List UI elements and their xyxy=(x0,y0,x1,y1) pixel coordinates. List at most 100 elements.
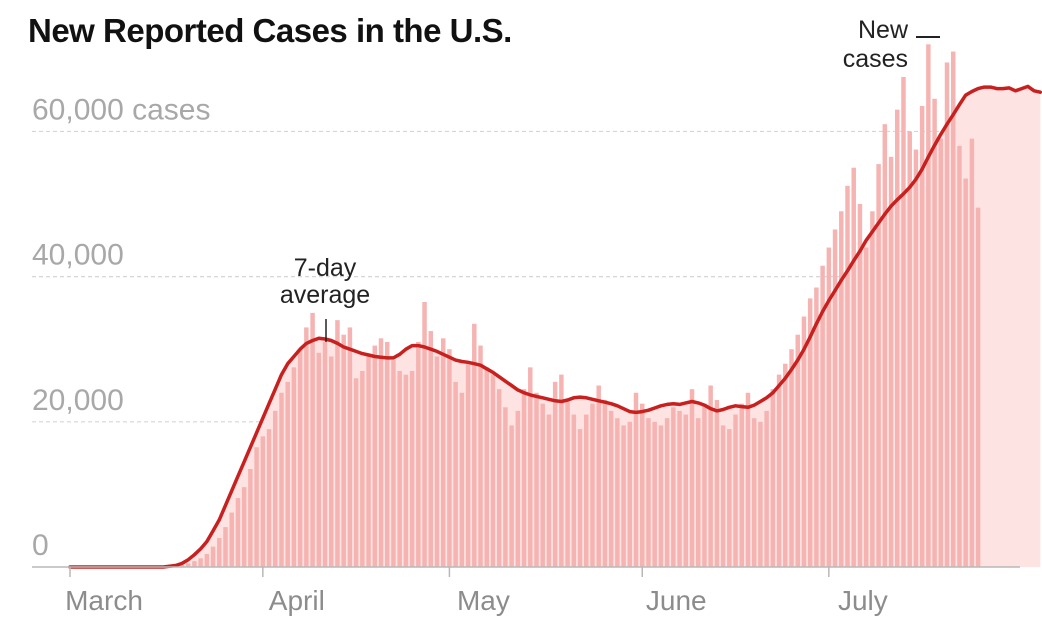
new-cases-bar xyxy=(608,410,614,567)
new-cases-bar xyxy=(496,389,502,567)
new-cases-bar xyxy=(341,334,346,567)
new-cases-bar xyxy=(223,527,228,567)
new-cases-bar xyxy=(465,363,471,567)
new-cases-bar xyxy=(919,106,925,567)
chart-title: New Reported Cases in the U.S. xyxy=(28,12,512,49)
new-cases-bar xyxy=(820,265,825,567)
new-cases-bar xyxy=(571,414,577,567)
new-cases-bar xyxy=(963,178,968,568)
new-cases-bar xyxy=(179,564,185,567)
new-cases-bar xyxy=(969,138,975,567)
new-cases-annotation-line1: New xyxy=(858,16,909,44)
new-cases-bar xyxy=(217,537,222,567)
new-cases-bar xyxy=(851,167,856,567)
new-cases-bar xyxy=(273,410,278,567)
new-cases-bar xyxy=(695,418,701,567)
new-cases-bar xyxy=(926,44,931,567)
new-cases-bar xyxy=(490,374,496,567)
new-cases-bar xyxy=(621,425,626,567)
new-cases-bar xyxy=(248,468,253,567)
new-cases-bar xyxy=(546,414,552,567)
new-cases-bar xyxy=(795,334,800,567)
new-cases-bar xyxy=(901,76,906,567)
new-cases-bar xyxy=(975,207,981,567)
new-cases-bar xyxy=(534,392,539,567)
new-cases-bar xyxy=(453,381,458,567)
new-cases-bar xyxy=(957,145,962,567)
new-cases-bar xyxy=(714,400,720,567)
y-axis-ticks: 0 20,000 40,000 60,000 cases xyxy=(32,93,210,562)
new-cases-bar xyxy=(596,385,601,567)
seven-day-average-line xyxy=(68,84,1042,569)
new-cases-bar xyxy=(353,378,359,567)
new-cases-bar xyxy=(434,356,440,567)
new-cases-bar xyxy=(839,211,844,568)
new-cases-bar xyxy=(708,385,713,567)
new-cases-bar xyxy=(857,204,863,567)
new-cases-bar xyxy=(378,338,384,567)
new-cases-bar xyxy=(397,370,402,567)
new-cases-bar xyxy=(577,429,583,567)
x-axis-ticks: March April May June July xyxy=(65,567,888,616)
new-cases-bar xyxy=(758,421,763,567)
new-cases-bar xyxy=(783,363,788,567)
new-cases-bar xyxy=(297,349,303,567)
new-cases-bar xyxy=(814,287,819,567)
y-tick-label: 40,000 xyxy=(32,239,124,272)
new-cases-bar xyxy=(291,367,297,567)
new-cases-bar xyxy=(863,247,869,568)
avg-annotation-line2: average xyxy=(280,281,370,309)
new-cases-bar xyxy=(260,436,266,567)
new-cases-bar xyxy=(521,389,527,567)
new-cases-bar xyxy=(764,410,769,567)
new-cases-bar xyxy=(671,407,676,567)
new-cases-bar xyxy=(789,349,794,567)
new-cases-annotation-line2: cases xyxy=(843,45,908,73)
new-cases-bars xyxy=(70,44,1041,568)
new-cases-bar xyxy=(241,487,247,567)
new-cases-bar xyxy=(503,407,508,567)
y-tick-label: 0 xyxy=(32,529,49,562)
x-tick-label: July xyxy=(838,585,888,616)
new-cases-bar xyxy=(590,403,595,567)
new-cases-bar xyxy=(776,374,782,567)
new-cases-bar xyxy=(944,62,950,567)
new-cases-bar xyxy=(447,349,452,567)
new-cases-bar xyxy=(633,392,639,567)
new-cases-bar xyxy=(640,403,645,567)
new-cases-bar xyxy=(204,553,210,567)
new-cases-bar xyxy=(384,341,390,567)
x-tick-label: May xyxy=(457,585,510,616)
new-cases-bar xyxy=(745,392,751,567)
new-cases-bar xyxy=(845,185,850,567)
new-cases-bar xyxy=(235,498,241,567)
new-cases-bar xyxy=(876,164,881,567)
new-cases-bar xyxy=(683,414,689,567)
new-cases-bar xyxy=(403,374,409,567)
new-cases-bar xyxy=(826,247,832,568)
new-cases-bar xyxy=(895,109,900,568)
new-cases-bar xyxy=(801,316,807,567)
new-cases-bar xyxy=(664,418,670,567)
new-cases-bar xyxy=(440,338,446,567)
new-cases-bar xyxy=(316,352,322,567)
new-cases-bar xyxy=(832,229,838,568)
new-cases-bar xyxy=(366,356,371,567)
new-cases-bar xyxy=(391,360,396,567)
new-cases-bar xyxy=(484,367,489,567)
new-cases-bar xyxy=(720,425,726,567)
new-cases-bar xyxy=(652,421,657,567)
new-cases-bar xyxy=(689,389,695,567)
new-cases-bar xyxy=(807,298,813,567)
new-cases-bar xyxy=(770,389,776,567)
new-cases-bar xyxy=(254,447,259,567)
new-cases-bar xyxy=(602,400,608,567)
new-cases-bar xyxy=(428,331,433,567)
new-cases-bar xyxy=(416,341,421,567)
new-cases-bar xyxy=(515,410,521,567)
new-cases-bar xyxy=(870,211,875,568)
new-cases-bar xyxy=(198,558,203,567)
new-cases-bar xyxy=(702,403,707,567)
y-tick-label: 20,000 xyxy=(32,384,124,417)
new-cases-bar xyxy=(658,425,664,567)
